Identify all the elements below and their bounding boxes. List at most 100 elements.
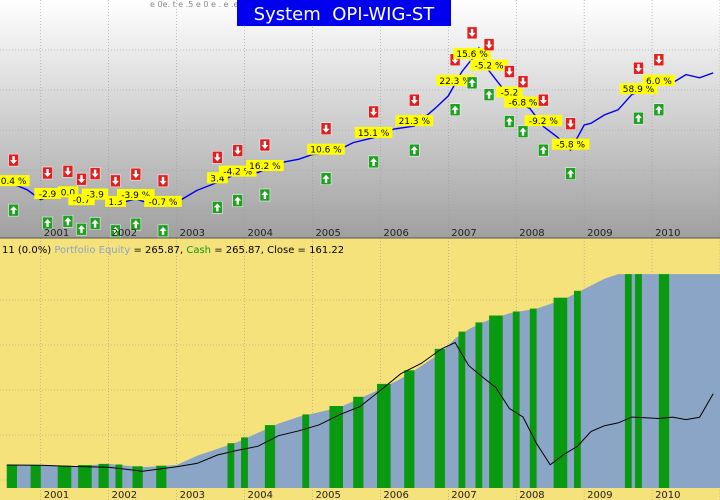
cash-bar [78, 465, 92, 488]
trade-label: -6.8 % [509, 99, 538, 109]
sell-arrow-icon [320, 122, 332, 135]
trade-label-bg [470, 59, 508, 71]
sell-arrow-icon [212, 151, 223, 164]
x-tick-label: 2009 [587, 490, 612, 500]
sell-arrow-icon [483, 38, 495, 51]
sell-arrow-icon-glyph [10, 156, 18, 165]
trade-label: -4.2 % [223, 168, 252, 178]
buy-arrow-icon-glyph [655, 105, 663, 114]
cash-bar [156, 465, 167, 488]
buy-arrow-icon-glyph [410, 146, 418, 155]
buy-arrow-icon-glyph [505, 117, 513, 126]
sell-arrow-icon [504, 65, 515, 78]
close-line [6, 341, 714, 472]
sell-arrow-icon [157, 174, 169, 188]
sell-arrow-icon-glyph [634, 64, 642, 73]
x-tick-label: 2007 [451, 490, 476, 500]
buy-arrow-icon [8, 203, 19, 217]
cash-bar [553, 297, 568, 488]
buy-arrow-icon-glyph [261, 190, 269, 199]
trade-label: -0.7 [73, 196, 91, 206]
trade-label: -9.2 % [529, 117, 558, 127]
equity-legend: 11 (0.0%) Portfolio Equity = 265.87, Cas… [2, 245, 344, 256]
buy-arrow-icon-glyph [10, 206, 18, 215]
buy-arrow-icon-glyph [567, 169, 575, 178]
x-tick-label: 2001 [44, 228, 69, 239]
trade-label-bg [218, 165, 257, 177]
sell-arrow-icon-glyph [655, 55, 663, 64]
buy-arrow-icon [517, 125, 529, 138]
buy-arrow-icon [232, 194, 243, 207]
sell-arrow-icon-glyph [539, 96, 547, 105]
sell-arrow-icon [89, 167, 101, 180]
sell-arrow-icon [76, 172, 87, 186]
sell-arrow-icon-glyph [111, 176, 119, 185]
price-line [6, 46, 714, 207]
trade-label-bg [57, 186, 79, 198]
trade-label-bg [34, 188, 61, 199]
sell-arrow-icon-glyph [91, 169, 99, 178]
buy-arrow-icon [76, 222, 87, 236]
buy-arrow-icon [483, 88, 495, 101]
trade-label-bg [395, 115, 434, 127]
sell-arrow-icon-glyph [519, 77, 527, 86]
trade-label-bg [307, 143, 345, 155]
legend-close: Close = 161.22 [267, 245, 344, 256]
buy-arrow-icon-glyph [634, 114, 642, 123]
trade-label-bg [642, 74, 675, 86]
x-tick-label: 2008 [519, 490, 544, 500]
sell-arrow-icon [633, 61, 644, 75]
legend-equity-value: = 265.87, [133, 245, 183, 256]
x-tick-label: 2006 [383, 490, 408, 500]
buy-arrow-icon-glyph [91, 219, 99, 228]
sell-arrow-icon [110, 174, 121, 188]
trade-label: -5.2 [501, 89, 519, 99]
sell-arrow-icon-glyph [485, 40, 493, 49]
trade-label: 15.6 % [456, 50, 488, 60]
buy-arrow-icon [409, 143, 420, 157]
sell-arrow-icon-glyph [370, 107, 378, 116]
buy-arrow-icon-glyph [234, 196, 242, 205]
cash-bar [264, 425, 276, 488]
x-tick-label: 2010 [655, 490, 680, 500]
legend-cash-label: Cash [186, 245, 211, 256]
buy-arrow-icon-glyph [78, 225, 86, 234]
trade-label-bg [246, 160, 284, 171]
buy-arrow-icon [110, 224, 121, 238]
x-tick-label: 2003 [180, 490, 205, 500]
legend-cash-value: = 265.87, [214, 245, 264, 256]
sell-arrow-icon-glyph [410, 96, 418, 105]
sell-arrow-icon [368, 105, 379, 119]
cash-bar [57, 465, 72, 488]
buy-arrow-icon [89, 217, 101, 230]
buy-arrow-icon [62, 215, 74, 228]
x-tick-label: 2004 [248, 490, 273, 500]
buy-arrow-icon [653, 103, 665, 117]
cash-bar [658, 274, 670, 488]
buy-arrow-icon [130, 217, 142, 231]
trade-label: 58.9 % [623, 85, 655, 95]
sell-arrow-icon-glyph [468, 28, 476, 37]
trade-label-bg [524, 115, 563, 127]
x-tick-label: 2005 [315, 490, 340, 500]
trade-label-bg [117, 189, 155, 201]
buy-arrow-icon [504, 115, 515, 128]
sell-arrow-icon [538, 93, 549, 107]
trade-label: -5.8 % [556, 141, 585, 151]
cash-bar [624, 274, 632, 488]
sell-arrow-icon [565, 117, 576, 130]
sell-arrow-icon [130, 167, 142, 181]
trade-label: -0.7 % [149, 198, 178, 208]
cash-bar [115, 464, 123, 488]
trade-label: 3.4 [210, 174, 225, 184]
buy-arrow-icon [320, 172, 332, 185]
buy-arrow-icon [368, 155, 379, 169]
buy-arrow-icon [42, 216, 53, 230]
trade-label-bg [0, 175, 30, 187]
sell-arrow-icon-glyph [159, 176, 167, 185]
x-tick-label: 2008 [519, 228, 544, 239]
x-tick-label: 2010 [655, 228, 680, 239]
buy-arrow-icon [449, 103, 461, 117]
cash-bar [353, 396, 364, 488]
